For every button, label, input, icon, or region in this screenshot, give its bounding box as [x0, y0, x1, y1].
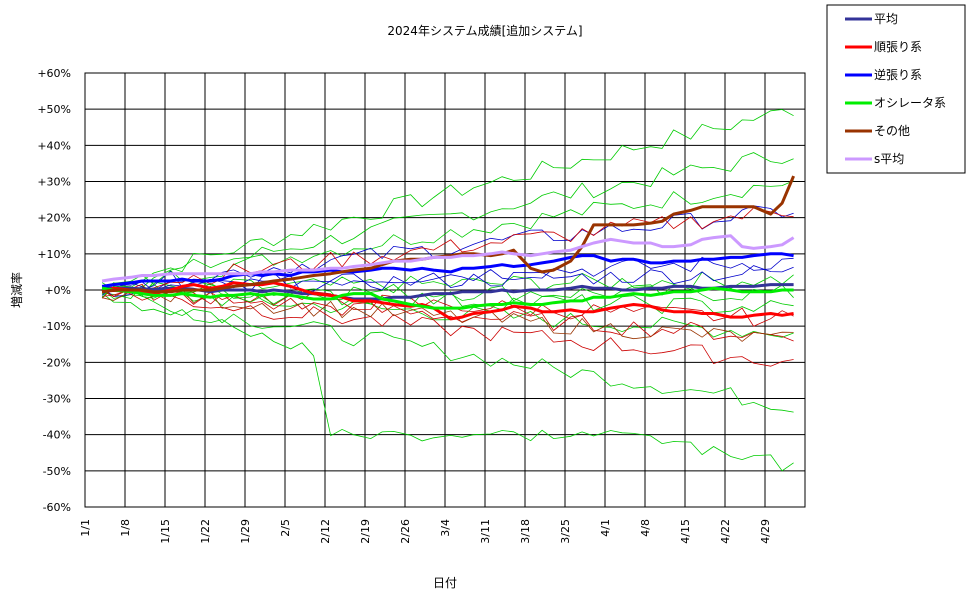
background-system-line [102, 288, 794, 342]
legend-label: s平均 [874, 152, 904, 166]
x-tick-label: 1/1 [79, 519, 92, 537]
background-series [101, 109, 794, 472]
y-tick-label: -60% [43, 501, 71, 514]
y-tick-label: +60% [37, 67, 71, 80]
x-tick-label: 3/18 [519, 519, 532, 544]
x-tick-label: 3/11 [479, 519, 492, 544]
legend-label: 順張り系 [874, 40, 922, 54]
legend-label: 逆張り系 [874, 67, 922, 82]
x-tick-label: 3/25 [559, 519, 572, 544]
y-tick-label: +0% [44, 284, 71, 297]
y-axis-ticks: +60% +50% +40% +30% +20% +10% +0% -10% -20% -30% -… [37, 67, 71, 514]
background-system-line [101, 292, 794, 472]
x-axis-ticks: 1/1 1/8 1/15 1/22 1/29 2/5 2/12 2/19 2/26 3/4 3/11… [79, 519, 772, 544]
series-line [101, 283, 794, 301]
x-tick-label: 3/4 [439, 519, 452, 537]
background-system-line [101, 288, 794, 413]
y-tick-label: -30% [43, 393, 71, 406]
y-tick-label: -40% [43, 429, 71, 442]
y-tick-label: +30% [37, 176, 71, 189]
x-tick-label: 1/22 [199, 519, 212, 544]
series-line [101, 286, 794, 310]
x-tick-label: 4/29 [759, 519, 772, 544]
background-system-line [101, 265, 794, 296]
x-tick-label: 4/8 [639, 519, 652, 537]
y-axis-label: 増減率 [9, 272, 24, 308]
x-tick-label: 4/22 [719, 519, 732, 544]
y-tick-label: -20% [43, 356, 71, 369]
y-tick-label: +20% [37, 212, 71, 225]
legend-box [826, 4, 966, 174]
legend-label: 平均 [874, 12, 898, 26]
y-tick-label: -10% [43, 320, 71, 333]
series-line [101, 281, 794, 321]
background-system-line [101, 152, 794, 296]
x-tick-label: 2/5 [279, 519, 292, 537]
series-line [101, 175, 795, 294]
y-tick-label: +40% [37, 139, 71, 152]
background-system-line [101, 286, 794, 367]
series-line [101, 234, 795, 283]
background-system-line [101, 180, 794, 287]
background-system-line [101, 205, 794, 298]
x-tick-label: 1/15 [159, 519, 172, 544]
plot-frame [84, 72, 806, 508]
x-tick-label: 2/19 [359, 519, 372, 544]
x-axis-label: 日付 [433, 576, 457, 590]
y-tick-label: +50% [37, 103, 71, 116]
x-tick-label: 2/12 [319, 519, 332, 544]
background-system-line [101, 109, 794, 291]
series-line [101, 252, 794, 288]
legend-label: オシレータ系 [874, 96, 946, 110]
x-tick-label: 1/8 [119, 519, 132, 537]
y-tick-label: +10% [37, 248, 71, 261]
x-tick-label: 4/1 [599, 519, 612, 537]
y-tick-label: -50% [43, 465, 71, 478]
x-tick-label: 2/26 [399, 519, 412, 544]
x-tick-label: 4/15 [679, 519, 692, 544]
main-series [101, 175, 795, 321]
legend-label: その他 [874, 124, 910, 138]
chart-title: 2024年システム成績[追加システム] [387, 23, 582, 38]
x-tick-label: 1/29 [239, 519, 252, 544]
